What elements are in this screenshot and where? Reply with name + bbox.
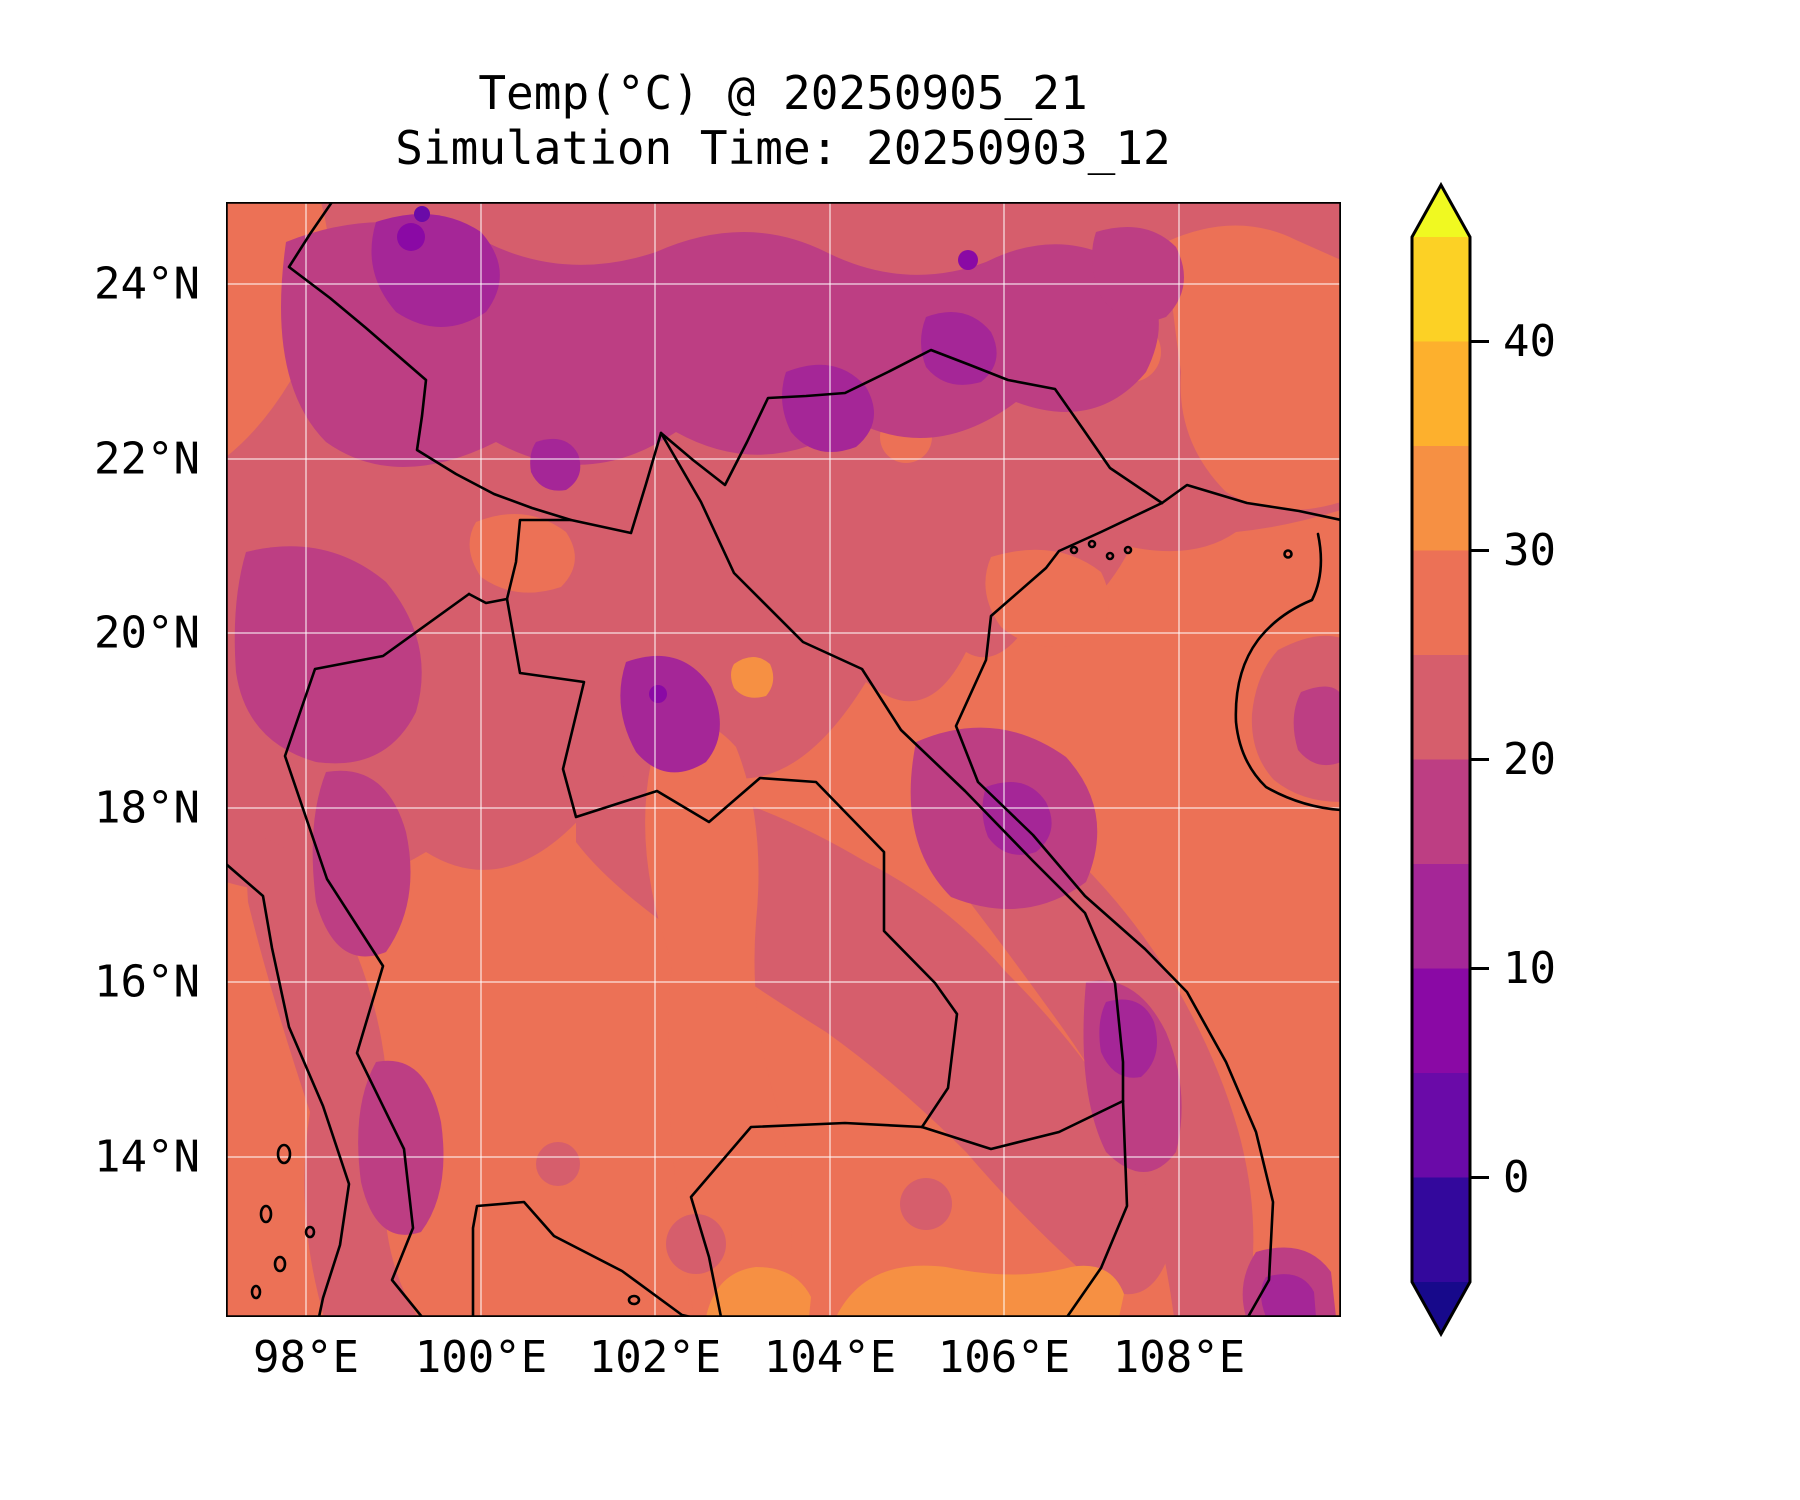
colorbar-band-0-5 <box>1412 1073 1470 1178</box>
colorbar-ticks <box>1470 340 1489 1179</box>
y-tick-label-20n: 20°N <box>94 607 200 659</box>
colorbar-tick-label-40: 40 <box>1503 316 1556 367</box>
contour-blob <box>921 312 997 385</box>
coast-vietnam <box>954 501 1275 1317</box>
colorbar-outline <box>1410 181 1472 1338</box>
temperature-map <box>226 202 1341 1317</box>
coast-hainan <box>1234 532 1341 812</box>
contour-band-5-10 <box>397 223 978 703</box>
colorbar-band-30-35 <box>1412 446 1470 551</box>
coast-gulf-of-thailand <box>471 1200 693 1317</box>
x-tick-label-100e: 100°E <box>414 1332 548 1383</box>
colorbar-band-m5-0 <box>1412 1177 1470 1282</box>
y-tick-label-22n: 22°N <box>94 433 200 485</box>
border-laos-vietnam <box>659 431 1125 1103</box>
contour-blob <box>530 438 581 491</box>
x-tick-label-98e: 98°E <box>253 1332 359 1383</box>
coast-china <box>1160 483 1341 522</box>
contour-blob <box>666 1214 726 1274</box>
contour-blob <box>469 514 575 593</box>
colorbar-band-5-10 <box>1412 968 1470 1073</box>
island <box>259 1204 273 1224</box>
contour-blob <box>649 685 667 703</box>
colorbar-band-40-45 <box>1412 237 1470 342</box>
contour-blob <box>234 546 422 764</box>
colorbar-band-15-20 <box>1412 759 1470 864</box>
colorbar-band-25-30 <box>1412 550 1470 655</box>
colorbar-tick-label-10: 10 <box>1503 943 1556 994</box>
coast-andaman <box>226 862 351 1317</box>
colorbar-tick-label-20: 20 <box>1503 734 1556 785</box>
contour-blob-delta <box>985 549 1109 647</box>
x-tick-label-106e: 106°E <box>937 1332 1071 1383</box>
contour-blob-ne <box>1166 225 1341 510</box>
y-tick-label-16n: 16°N <box>94 956 200 1008</box>
contour-band-20-25-accents <box>536 1142 952 1274</box>
x-tick-label-102e: 102°E <box>588 1332 722 1383</box>
island <box>1105 551 1115 561</box>
island <box>1087 539 1097 549</box>
colorbar-band-35-40 <box>1412 341 1470 446</box>
colorbar-tick-label-0: 0 <box>1503 1152 1530 1203</box>
border-thailand-laos-mekong <box>467 592 959 1129</box>
border-myanmar-thailand <box>283 592 471 1317</box>
graticule <box>226 202 1341 1317</box>
contour-blob <box>731 657 774 698</box>
colorbar-tick-label-30: 30 <box>1503 525 1556 576</box>
y-tick-label-18n: 18°N <box>94 782 200 834</box>
colorbar-extend-over <box>1412 185 1470 237</box>
contour-band-30-35 <box>706 657 1124 1317</box>
contour-blob <box>358 1060 444 1235</box>
contour-blob <box>414 206 430 222</box>
island <box>1123 545 1133 555</box>
contour-blob <box>836 1265 1124 1317</box>
contour-blob <box>397 223 425 251</box>
contour-blob <box>706 1267 811 1317</box>
colorbar: 40 30 20 10 0 <box>1410 181 1556 1338</box>
contour-blob <box>1099 999 1158 1078</box>
contour-blob <box>1261 1274 1316 1317</box>
y-tick-label-14n: 14°N <box>94 1131 200 1183</box>
border-laos-cambodia <box>920 1099 1125 1151</box>
colorbar-extend-under <box>1412 1282 1470 1334</box>
contour-blob <box>620 655 720 773</box>
border-thailand-cambodia <box>689 1121 924 1317</box>
contour-blob-hainan <box>1293 686 1341 766</box>
colorbar-band-20-25 <box>1412 655 1470 760</box>
plot-title-line2: Simulation Time: 20250903_12 <box>395 121 1171 175</box>
island <box>276 1143 292 1165</box>
x-tick-label-108e: 108°E <box>1112 1332 1246 1383</box>
contour-band-0-5 <box>414 206 430 222</box>
island <box>627 1294 641 1306</box>
contour-blob <box>1092 227 1184 322</box>
contour-blob <box>312 770 411 957</box>
island <box>1283 549 1293 559</box>
x-tick-label-104e: 104°E <box>763 1332 897 1383</box>
y-tick-label-24n: 24°N <box>94 258 200 310</box>
contour-blob-valley <box>645 722 792 1317</box>
borders <box>226 202 1341 1317</box>
island <box>1069 545 1079 555</box>
contour-blob <box>782 364 874 452</box>
border-laos-myanmar <box>505 518 573 601</box>
plot-title-line1: Temp(°C) @ 20250905_21 <box>478 66 1088 120</box>
colorbar-band-10-15 <box>1412 864 1470 969</box>
border-cambodia-vietnam <box>1065 1099 1129 1317</box>
island <box>304 1225 316 1239</box>
island <box>273 1255 287 1273</box>
contour-blob <box>900 1178 952 1230</box>
island <box>250 1284 262 1300</box>
contour-blob <box>536 1142 580 1186</box>
contour-blob <box>958 250 978 270</box>
